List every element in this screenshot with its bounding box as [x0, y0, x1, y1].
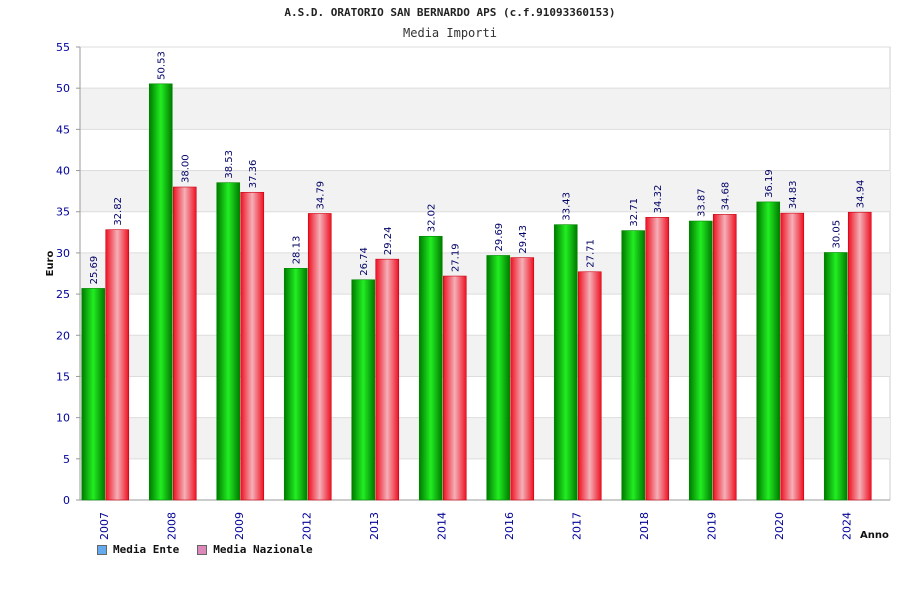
bar-media-nazionale	[442, 275, 467, 501]
x-tick-label: 2012	[300, 512, 313, 540]
chart-subtitle: Media Importi	[403, 26, 497, 40]
legend: Media Ente Media Nazionale	[97, 543, 313, 556]
data-label: 34.68	[721, 182, 732, 211]
data-label: 29.43	[518, 225, 529, 254]
bar-media-nazionale	[240, 191, 265, 501]
y-tick-label: 50	[56, 82, 70, 95]
bar-media-ente	[621, 230, 646, 501]
bar-media-ente	[148, 83, 173, 501]
x-tick-label: 2013	[368, 512, 381, 540]
y-tick-label: 0	[63, 494, 70, 507]
legend-item-media-nazionale: Media Nazionale	[197, 543, 313, 556]
chart-title: A.S.D. ORATORIO SAN BERNARDO APS (c.f.91…	[284, 6, 616, 19]
bar-media-nazionale	[375, 258, 400, 501]
y-tick-label: 15	[56, 370, 70, 383]
x-tick-label: 2009	[233, 512, 246, 540]
x-tick-label: 2018	[638, 512, 651, 540]
bar-media-ente	[351, 279, 376, 501]
y-tick-label: 20	[56, 329, 70, 342]
data-label: 50.53	[157, 51, 168, 80]
bar-media-nazionale	[645, 217, 670, 501]
grid-band	[80, 170, 890, 212]
bar-media-ente	[688, 220, 713, 501]
data-label: 27.19	[451, 243, 462, 272]
data-label: 26.74	[359, 247, 370, 276]
bar-media-ente	[553, 224, 578, 501]
y-tick-label: 25	[56, 288, 70, 301]
bar-media-nazionale	[307, 213, 332, 501]
grid-band	[80, 335, 890, 377]
data-label: 38.53	[224, 150, 235, 179]
bar-media-nazionale	[105, 229, 130, 501]
bar-media-nazionale	[577, 271, 602, 501]
x-tick-label: 2024	[840, 512, 853, 540]
x-tick-label: 2016	[503, 512, 516, 540]
data-label: 28.13	[292, 236, 303, 265]
x-axis-title: Anno	[860, 530, 889, 541]
bar-media-ente	[283, 268, 308, 501]
y-tick-label: 30	[56, 247, 70, 260]
data-label: 34.32	[653, 185, 664, 214]
data-label: 30.05	[832, 220, 843, 249]
data-label: 34.79	[316, 181, 327, 210]
y-axis-title: Euro	[45, 251, 56, 277]
data-label: 32.71	[629, 198, 640, 227]
grid-band	[80, 417, 890, 459]
bar-media-ente	[81, 288, 106, 501]
y-tick-label: 55	[56, 41, 70, 54]
data-label: 34.83	[788, 180, 799, 209]
y-tick-label: 45	[56, 123, 70, 136]
x-tick-label: 2019	[705, 512, 718, 540]
data-label: 27.71	[586, 239, 597, 268]
y-tick-label: 35	[56, 206, 70, 219]
bar-media-nazionale	[847, 211, 872, 501]
data-label: 38.00	[181, 154, 192, 183]
data-label: 32.82	[113, 197, 124, 226]
data-label: 29.69	[494, 223, 505, 252]
y-tick-label: 5	[63, 453, 70, 466]
x-tick-label: 2014	[435, 512, 448, 540]
bar-media-nazionale	[780, 212, 805, 501]
data-label: 34.94	[856, 180, 867, 209]
bar-media-ente	[486, 255, 511, 501]
y-tick-label: 10	[56, 412, 70, 425]
legend-item-media-ente: Media Ente	[97, 543, 179, 556]
x-tick-label: 2008	[165, 512, 178, 540]
data-label: 36.19	[764, 169, 775, 198]
bar-media-ente	[216, 182, 241, 501]
data-label: 33.87	[697, 188, 708, 217]
grid-band	[80, 252, 890, 295]
x-tick-label: 2017	[570, 512, 583, 540]
grid-band	[80, 88, 890, 130]
data-label: 33.43	[562, 192, 573, 221]
y-tick-label: 40	[56, 165, 70, 178]
data-label: 29.24	[383, 227, 394, 256]
legend-swatch-media-ente	[97, 544, 107, 555]
bar-media-ente	[418, 235, 443, 501]
data-label: 25.69	[89, 256, 100, 285]
bar-media-ente	[823, 252, 848, 501]
legend-label-media-ente: Media Ente	[113, 543, 180, 556]
data-label: 32.02	[427, 204, 438, 233]
x-tick-label: 2007	[98, 512, 111, 540]
bar-media-ente	[756, 201, 781, 501]
bar-media-nazionale	[172, 186, 197, 501]
bar-media-nazionale	[510, 257, 535, 501]
bar-media-nazionale	[712, 214, 737, 501]
x-tick-label: 2020	[773, 512, 786, 540]
data-label: 37.36	[248, 160, 259, 189]
legend-label-media-nazionale: Media Nazionale	[213, 543, 313, 556]
legend-swatch-media-nazionale	[197, 544, 208, 555]
